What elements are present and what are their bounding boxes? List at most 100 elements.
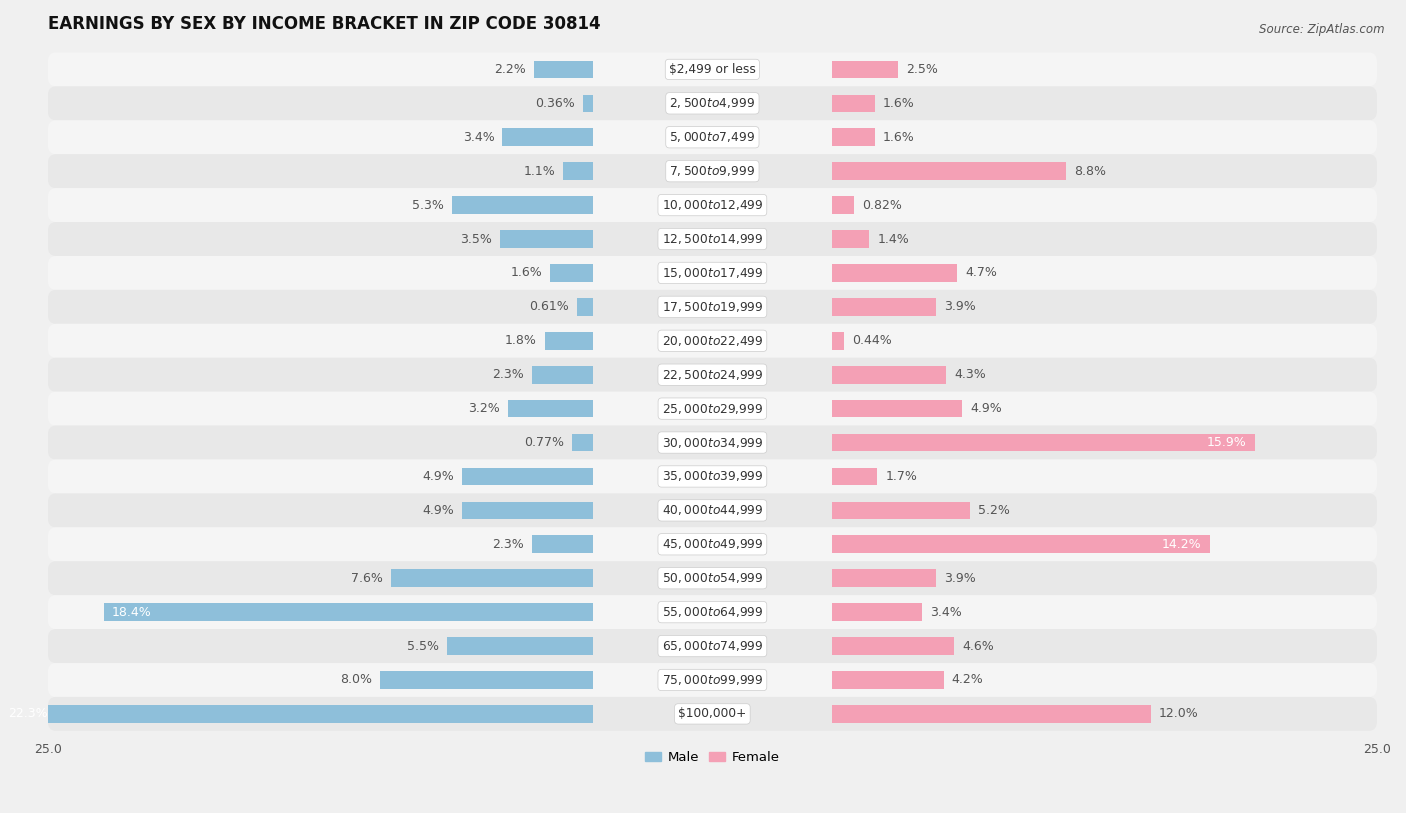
Text: 8.8%: 8.8% — [1074, 165, 1107, 178]
Bar — [832, 230, 869, 248]
Bar — [832, 603, 922, 621]
Text: 5.5%: 5.5% — [406, 640, 439, 653]
FancyBboxPatch shape — [48, 595, 1376, 629]
FancyBboxPatch shape — [48, 459, 1376, 493]
Bar — [832, 332, 844, 350]
Bar — [832, 433, 1254, 451]
Text: 12.0%: 12.0% — [1159, 707, 1199, 720]
Text: 5.3%: 5.3% — [412, 198, 444, 211]
Text: 0.36%: 0.36% — [536, 97, 575, 110]
Bar — [564, 163, 593, 180]
Text: $15,000 to $17,499: $15,000 to $17,499 — [662, 266, 763, 280]
Bar — [832, 705, 1152, 723]
Text: 1.6%: 1.6% — [883, 97, 914, 110]
Bar — [550, 264, 593, 282]
FancyBboxPatch shape — [48, 561, 1376, 595]
Text: 3.4%: 3.4% — [931, 606, 962, 619]
Text: 2.3%: 2.3% — [492, 537, 523, 550]
Bar — [463, 467, 593, 485]
Text: $50,000 to $54,999: $50,000 to $54,999 — [662, 572, 763, 585]
Text: 3.4%: 3.4% — [463, 131, 495, 144]
Bar — [832, 637, 955, 655]
Bar — [104, 603, 593, 621]
Bar — [534, 61, 593, 78]
Text: 22.3%: 22.3% — [8, 707, 48, 720]
Text: 7.6%: 7.6% — [352, 572, 382, 585]
Bar — [832, 94, 875, 112]
Text: $17,500 to $19,999: $17,500 to $19,999 — [662, 300, 763, 314]
Text: $5,000 to $7,499: $5,000 to $7,499 — [669, 130, 755, 144]
Text: 0.44%: 0.44% — [852, 334, 891, 347]
FancyBboxPatch shape — [48, 697, 1376, 731]
Text: 0.82%: 0.82% — [862, 198, 901, 211]
Text: 4.6%: 4.6% — [962, 640, 994, 653]
Text: $7,500 to $9,999: $7,500 to $9,999 — [669, 164, 755, 178]
FancyBboxPatch shape — [48, 324, 1376, 358]
Text: 2.5%: 2.5% — [907, 63, 938, 76]
Text: 4.9%: 4.9% — [423, 504, 454, 517]
Text: 3.5%: 3.5% — [460, 233, 492, 246]
Text: 1.7%: 1.7% — [886, 470, 917, 483]
Bar — [502, 128, 593, 146]
FancyBboxPatch shape — [48, 222, 1376, 256]
Text: $40,000 to $44,999: $40,000 to $44,999 — [662, 503, 763, 517]
Text: 5.2%: 5.2% — [979, 504, 1010, 517]
Text: 14.2%: 14.2% — [1161, 537, 1202, 550]
FancyBboxPatch shape — [48, 629, 1376, 663]
Text: 1.6%: 1.6% — [510, 267, 543, 280]
Text: 2.2%: 2.2% — [495, 63, 526, 76]
FancyBboxPatch shape — [48, 120, 1376, 154]
Bar — [463, 502, 593, 520]
Bar — [832, 264, 957, 282]
Text: 3.9%: 3.9% — [943, 300, 976, 313]
Bar — [451, 196, 593, 214]
Text: 4.9%: 4.9% — [970, 402, 1002, 415]
Text: $30,000 to $34,999: $30,000 to $34,999 — [662, 436, 763, 450]
Bar — [391, 569, 593, 587]
FancyBboxPatch shape — [48, 290, 1376, 324]
Legend: Male, Female: Male, Female — [640, 746, 785, 769]
Bar — [832, 536, 1209, 553]
Bar — [832, 61, 898, 78]
Text: 15.9%: 15.9% — [1206, 436, 1247, 449]
Bar — [380, 672, 593, 689]
Bar — [832, 400, 962, 417]
Bar — [576, 298, 593, 315]
Text: 1.1%: 1.1% — [524, 165, 555, 178]
FancyBboxPatch shape — [48, 493, 1376, 528]
Bar — [583, 94, 593, 112]
FancyBboxPatch shape — [48, 53, 1376, 86]
FancyBboxPatch shape — [48, 86, 1376, 120]
Bar — [832, 672, 943, 689]
Text: 0.77%: 0.77% — [524, 436, 564, 449]
Text: 1.6%: 1.6% — [883, 131, 914, 144]
Text: 18.4%: 18.4% — [111, 606, 152, 619]
FancyBboxPatch shape — [48, 154, 1376, 188]
Text: 2.3%: 2.3% — [492, 368, 523, 381]
Bar — [832, 366, 946, 384]
FancyBboxPatch shape — [48, 188, 1376, 222]
Text: $2,499 or less: $2,499 or less — [669, 63, 756, 76]
Bar — [572, 433, 593, 451]
Text: EARNINGS BY SEX BY INCOME BRACKET IN ZIP CODE 30814: EARNINGS BY SEX BY INCOME BRACKET IN ZIP… — [48, 15, 600, 33]
Bar — [531, 536, 593, 553]
Text: $12,500 to $14,999: $12,500 to $14,999 — [662, 232, 763, 246]
Bar — [832, 128, 875, 146]
Bar — [832, 467, 877, 485]
Text: $10,000 to $12,499: $10,000 to $12,499 — [662, 198, 763, 212]
FancyBboxPatch shape — [48, 528, 1376, 561]
Bar — [508, 400, 593, 417]
Text: $45,000 to $49,999: $45,000 to $49,999 — [662, 537, 763, 551]
Text: $2,500 to $4,999: $2,500 to $4,999 — [669, 96, 755, 111]
FancyBboxPatch shape — [48, 425, 1376, 459]
Text: 3.9%: 3.9% — [943, 572, 976, 585]
FancyBboxPatch shape — [48, 392, 1376, 425]
Bar — [832, 569, 936, 587]
Text: $25,000 to $29,999: $25,000 to $29,999 — [662, 402, 763, 415]
Bar — [832, 298, 936, 315]
Text: $100,000+: $100,000+ — [678, 707, 747, 720]
Text: $20,000 to $22,499: $20,000 to $22,499 — [662, 334, 763, 348]
Bar — [0, 705, 593, 723]
Text: $75,000 to $99,999: $75,000 to $99,999 — [662, 673, 763, 687]
Text: 4.3%: 4.3% — [955, 368, 986, 381]
